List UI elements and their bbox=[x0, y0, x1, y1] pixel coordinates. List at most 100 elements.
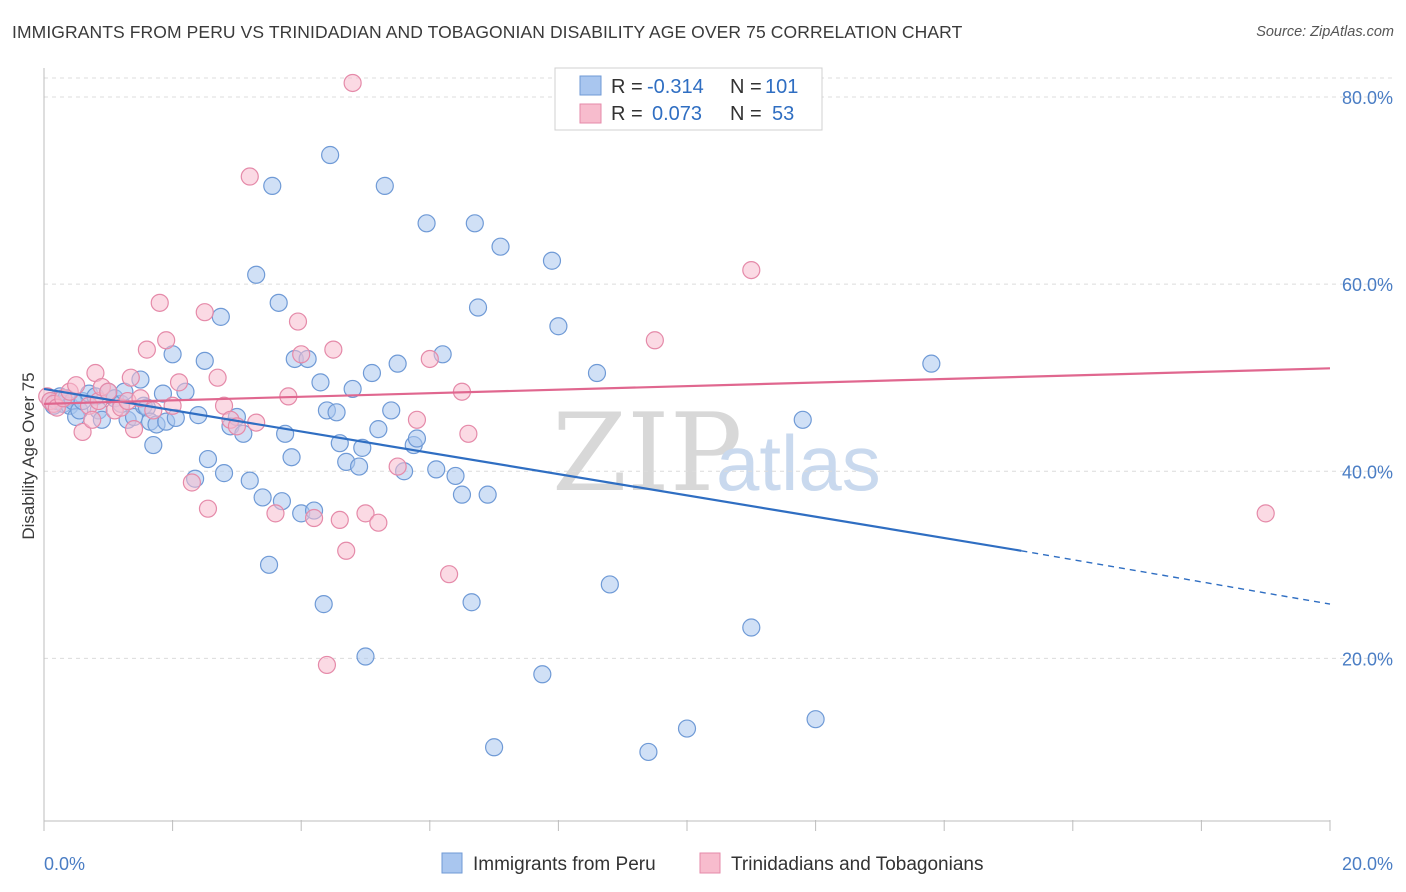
peru-point bbox=[922, 354, 941, 373]
gridlines bbox=[44, 77, 1393, 659]
x-ticks bbox=[43, 820, 1331, 831]
peru-point bbox=[211, 307, 230, 326]
trinidad-point bbox=[195, 303, 214, 322]
trinidad-point bbox=[131, 389, 150, 408]
peru-point bbox=[198, 449, 218, 469]
peru-point bbox=[356, 647, 375, 666]
bottom-legend-swatch-pink bbox=[699, 852, 721, 874]
trinidad-point bbox=[67, 376, 86, 395]
peru-point bbox=[253, 488, 272, 507]
trinidad-point bbox=[356, 504, 375, 523]
peru-point bbox=[240, 471, 259, 490]
trinidad-point bbox=[208, 368, 227, 387]
peru-point bbox=[362, 363, 382, 383]
legend-swatch-pink bbox=[579, 103, 602, 124]
peru-point bbox=[542, 251, 562, 270]
peru-point bbox=[491, 237, 510, 256]
peru-point bbox=[549, 317, 568, 336]
watermark-atlas: atlas bbox=[716, 419, 881, 507]
peru-point bbox=[600, 575, 619, 594]
peru-point bbox=[468, 298, 488, 317]
peru-point bbox=[353, 438, 372, 457]
legend-row1-n-label: N = bbox=[730, 76, 762, 98]
trinidad-point bbox=[137, 340, 156, 359]
peru-point bbox=[311, 373, 330, 392]
peru-point bbox=[382, 401, 401, 420]
y-tick-label-20: 20.0% bbox=[1342, 649, 1393, 669]
trinidad-point bbox=[369, 513, 388, 532]
trinidad-point bbox=[407, 410, 427, 429]
peru-point bbox=[427, 460, 446, 479]
legend-row1-n-value: 101 bbox=[765, 76, 798, 98]
trinidad-point bbox=[337, 541, 356, 560]
trinidad-point bbox=[182, 473, 201, 492]
trend-line-peru bbox=[43, 387, 1022, 552]
trinidad-point bbox=[198, 499, 218, 518]
legend-swatch-blue bbox=[579, 75, 602, 96]
legend-row2-r-label: R = bbox=[611, 103, 643, 125]
chart-title: IMMIGRANTS FROM PERU VS TRINIDADIAN AND … bbox=[12, 22, 963, 42]
peru-point bbox=[214, 464, 234, 483]
peru-point bbox=[259, 555, 279, 574]
trinidad-point bbox=[73, 422, 92, 442]
trinidad-point bbox=[304, 508, 324, 528]
peru-point bbox=[485, 738, 504, 757]
peru-point bbox=[343, 379, 362, 399]
peru-point bbox=[195, 351, 214, 370]
correlation-legend: R = -0.314 N = 101 R = 0.073 N = 53 bbox=[554, 67, 823, 131]
x-tick-label-min: 0.0% bbox=[44, 854, 85, 874]
peru-point bbox=[478, 485, 497, 504]
peru-point bbox=[369, 420, 388, 439]
peru-point bbox=[388, 354, 407, 373]
legend-row1-r-value: -0.314 bbox=[647, 76, 704, 98]
trinidad-point bbox=[157, 331, 176, 350]
series-legend: Immigrants from Peru Trinidadians and To… bbox=[441, 852, 983, 875]
trinidad-point bbox=[420, 349, 439, 369]
peru-point bbox=[247, 265, 266, 284]
y-axis-label: Disability Age Over 75 bbox=[19, 372, 38, 539]
series-trinidadians-and-tobagonians bbox=[38, 73, 1275, 675]
trinidad-point bbox=[330, 510, 349, 530]
peru-point bbox=[327, 403, 346, 422]
bottom-legend-label-pink: Trinidadians and Tobagonians bbox=[731, 854, 983, 875]
peru-point bbox=[349, 457, 369, 476]
legend-row1-r-label: R = bbox=[611, 76, 643, 98]
legend-row2-r-value: 0.073 bbox=[652, 103, 702, 125]
trinidad-point bbox=[124, 420, 144, 439]
trend-line-trinidad bbox=[43, 367, 1331, 405]
trinidad-point bbox=[266, 504, 285, 523]
peru-point bbox=[587, 363, 607, 383]
peru-point bbox=[375, 176, 394, 195]
trinidad-point bbox=[645, 331, 664, 350]
trinidad-point bbox=[1256, 504, 1275, 523]
peru-point bbox=[321, 145, 340, 165]
peru-point bbox=[462, 593, 481, 612]
peru-point bbox=[282, 448, 301, 467]
trinidad-point bbox=[459, 424, 478, 443]
legend-row2-n-label: N = bbox=[730, 103, 762, 125]
y-tick-label-60: 60.0% bbox=[1342, 275, 1393, 295]
watermark-zip: ZIP bbox=[552, 391, 742, 516]
peru-point bbox=[793, 410, 812, 429]
trinidad-point bbox=[288, 312, 308, 331]
y-tick-label-40: 40.0% bbox=[1342, 462, 1393, 482]
trinidad-point bbox=[742, 260, 761, 280]
peru-point bbox=[446, 466, 465, 486]
peru-point bbox=[639, 742, 658, 762]
trinidad-point bbox=[388, 457, 407, 476]
peru-point bbox=[452, 485, 472, 504]
bottom-legend-swatch-blue bbox=[441, 852, 463, 874]
peru-point bbox=[806, 710, 825, 729]
trend-line-peru-extension bbox=[1021, 550, 1331, 605]
peru-point bbox=[533, 665, 552, 684]
peru-point bbox=[742, 618, 761, 637]
peru-point bbox=[677, 719, 697, 738]
trinidad-point bbox=[317, 655, 337, 675]
trinidad-point bbox=[83, 410, 102, 429]
peru-point bbox=[269, 293, 288, 312]
peru-point bbox=[314, 595, 333, 614]
trinidad-point bbox=[439, 565, 459, 584]
trinidad-point bbox=[169, 373, 189, 392]
bottom-legend-label-blue: Immigrants from Peru bbox=[473, 854, 656, 875]
